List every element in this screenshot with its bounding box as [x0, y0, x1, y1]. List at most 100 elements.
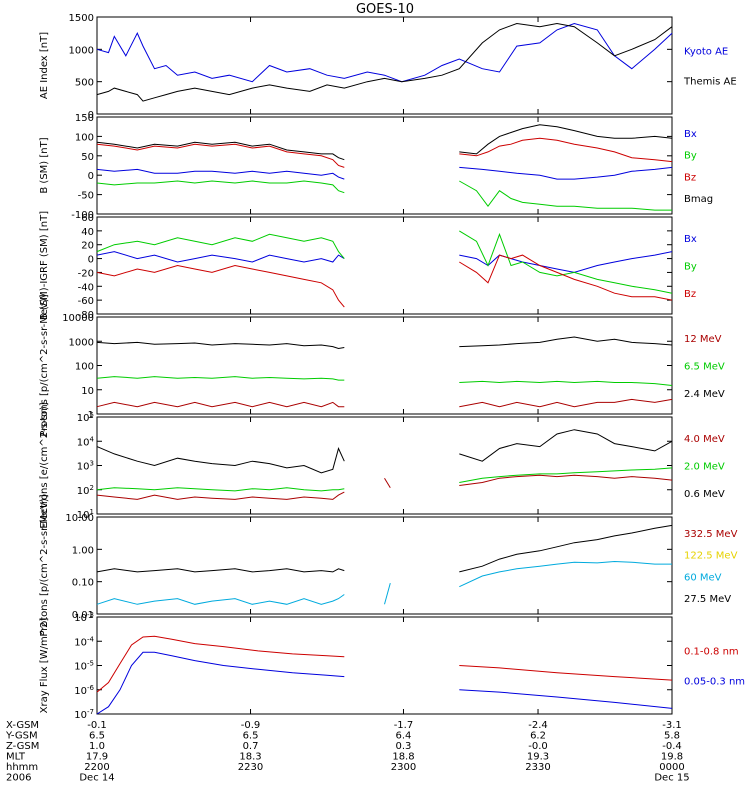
y-tick-label: 0.01: [72, 610, 94, 621]
legend-label: 4.0 MeV: [684, 434, 725, 445]
y-tick-label: 105: [77, 411, 94, 424]
time-row-value: 6.2: [530, 731, 546, 742]
series-line: [96, 137, 673, 168]
y-tick-label: 1500: [69, 13, 94, 24]
series-line: [96, 560, 672, 605]
series-line: [96, 651, 673, 715]
time-row-label: X-GSM: [6, 720, 39, 731]
time-row-value: 19.8: [661, 752, 683, 763]
y-axis-label: Protons [p/(cm^2-s-sr-MeV)]: [39, 494, 50, 636]
time-row-value: 2330: [525, 762, 550, 773]
y-tick-label: 150: [75, 113, 94, 124]
y-tick-label: 102: [77, 484, 94, 497]
series-line: [96, 251, 673, 273]
y-axis-label: AE Index [nT]: [39, 32, 50, 99]
legend-label: 2.4 MeV: [684, 389, 725, 400]
time-row-value: Dec 15: [654, 773, 689, 784]
y-tick-label: 10-6: [74, 684, 94, 697]
time-row-value: -3.1: [662, 720, 682, 731]
series-line: [96, 376, 673, 386]
y-tick-label: 50: [81, 152, 94, 163]
y-tick-label: 1000: [69, 337, 94, 348]
legend-label: Bx: [684, 129, 697, 140]
time-row-value: 17.9: [86, 752, 108, 763]
y-tick-label: 10: [81, 386, 94, 397]
y-axis-label: B (SM) [nT]: [39, 137, 50, 193]
legend-label: By: [684, 262, 697, 273]
series-line: [96, 124, 673, 161]
series-line: [96, 22, 673, 102]
y-tick-label: 0: [88, 110, 94, 121]
legend-label: 0.1-0.8 nm: [684, 647, 739, 658]
time-row-label: Z-GSM: [6, 741, 39, 752]
panel-frame: [96, 316, 673, 415]
time-row-value: 6.4: [396, 731, 412, 742]
y-tick-label: 100: [75, 362, 94, 373]
panel-2: -100 -50 0 50 100 150 B (SM) [nT] Bx By Bz Bmag: [39, 113, 713, 221]
time-axis-labels: X-GSM -0.1 -0.9 -1.7 -2.4 -3.1 Y-GSM 6.5 6.5 6.4 6…: [5, 720, 690, 784]
y-tick-label: -20: [78, 268, 94, 279]
time-row-value: -1.7: [394, 720, 414, 731]
time-row-value: 19.3: [527, 752, 549, 763]
y-tick-label: 1: [88, 410, 94, 421]
series-line: [96, 474, 673, 500]
y-tick-label: 20: [81, 241, 94, 252]
legend-label: Kyoto AE: [684, 47, 728, 58]
time-row-label: 2006: [6, 773, 31, 784]
legend-label: 0.05-0.3 nm: [684, 677, 745, 688]
legend-label: 12 MeV: [684, 334, 722, 345]
legend-label: 0.6 MeV: [684, 489, 725, 500]
y-tick-label: 104: [77, 435, 95, 448]
y-tick-label: 0.10: [72, 578, 94, 589]
panel-4: 1 10 100 1000 10000 Protons [p/(cm^2-s-sr-MeV…: [39, 294, 725, 436]
time-row-value: 0000: [659, 762, 684, 773]
time-row-value: 18.8: [392, 752, 414, 763]
series-line: [96, 524, 673, 573]
legend-label: Bz: [684, 172, 696, 183]
time-row-value: -0.1: [87, 720, 107, 731]
time-row-label: hhmm: [6, 762, 38, 773]
legend-label: 6.5 MeV: [684, 362, 725, 373]
y-tick-label: -40: [78, 282, 94, 293]
series-line: [96, 230, 673, 294]
y-axis-label: Protons [p/(cm^2-s-sr-MeV)]: [39, 294, 50, 436]
y-axis-label: Xray Flux [W/m^2]: [39, 618, 50, 714]
time-row-value: 2300: [391, 762, 416, 773]
panels: 0 500 1000 1500 AE Index [nT] Kyoto AE Themis …: [39, 13, 745, 721]
legend-label: 122.5 MeV: [684, 551, 738, 562]
time-row-value: -2.4: [528, 720, 548, 731]
y-tick-label: -80: [78, 310, 94, 321]
time-row-value: 6.5: [243, 731, 259, 742]
y-axis-label: B (SM)-IGRF (SM) [nT]: [39, 211, 50, 320]
legend-label: Themis AE: [683, 77, 737, 88]
series-line: [96, 429, 673, 474]
series-line: [96, 254, 673, 308]
series-line: [96, 166, 673, 180]
y-axis-label: Electrons [e/(cm^2-s-sr)]: [39, 402, 50, 528]
panel-frame: [96, 516, 673, 615]
y-tick-label: 10-4: [74, 635, 94, 648]
y-tick-label: -50: [78, 191, 94, 202]
time-row-label: MLT: [6, 752, 26, 763]
time-row-value: 18.3: [239, 752, 261, 763]
y-tick-label: 10.00: [65, 513, 94, 524]
time-row-label: Y-GSM: [5, 731, 38, 742]
time-row-value: -0.4: [662, 741, 682, 752]
series-line: [96, 22, 673, 83]
legend-label: Bx: [684, 234, 697, 245]
time-row-value: 0.3: [396, 741, 412, 752]
series-line: [96, 336, 673, 350]
time-row-value: 6.5: [89, 731, 105, 742]
y-tick-label: 10-5: [74, 660, 94, 673]
series-line: [96, 180, 672, 211]
figure-title: GOES-10: [356, 2, 414, 17]
time-row-value: 2200: [84, 762, 109, 773]
panel-6: 0.01 0.10 1.00 10.00 Protons [p/(cm^2-s-sr-M…: [39, 494, 738, 636]
y-tick-label: 10-3: [74, 611, 94, 624]
y-tick-label: 500: [75, 78, 94, 89]
time-row-value: -0.0: [528, 741, 548, 752]
y-tick-label: -60: [78, 296, 94, 307]
panel-3: -80 -60 -40 -20 0 20 40 60 B (SM)-IGRF (SM) [nT]…: [39, 211, 697, 321]
y-tick-label: 10000: [62, 313, 94, 324]
